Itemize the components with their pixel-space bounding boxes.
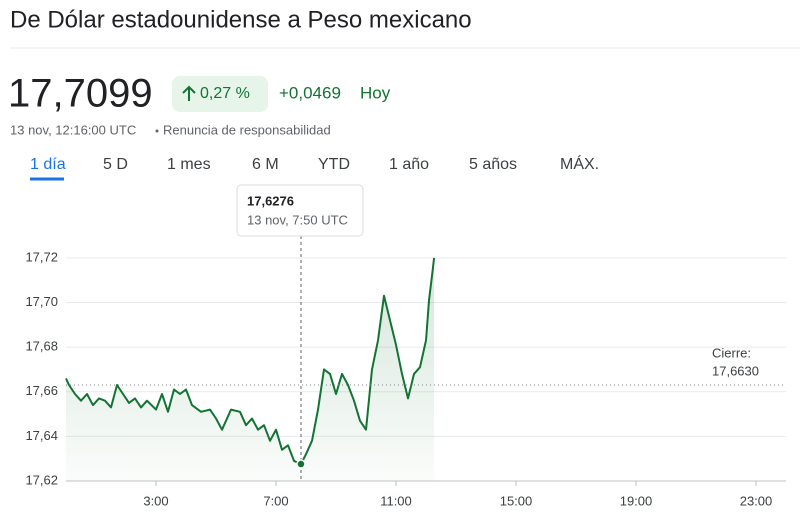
tab[interactable]: MÁX. bbox=[560, 154, 599, 173]
previous-close-label: Cierre: bbox=[712, 345, 751, 360]
tooltip-value: 17,6276 bbox=[247, 193, 294, 208]
y-tick-label: 17,62 bbox=[25, 472, 58, 487]
change-percent: 0,27 % bbox=[200, 85, 250, 102]
price-line bbox=[65, 257, 436, 465]
up-arrow bbox=[182, 85, 196, 101]
change-badge bbox=[172, 76, 268, 112]
y-tick-label: 17,66 bbox=[25, 383, 58, 398]
tab[interactable]: 1 año bbox=[389, 156, 429, 173]
separator-dot bbox=[155, 129, 159, 133]
tab[interactable]: 6 M bbox=[252, 156, 279, 173]
tab[interactable]: 1 mes bbox=[167, 156, 211, 173]
price: 17,7099 bbox=[8, 72, 153, 116]
tab[interactable]: 5 años bbox=[469, 156, 517, 173]
tooltip-box bbox=[236, 184, 364, 237]
previous-close-value: 17,6630 bbox=[712, 363, 759, 378]
timestamp: 13 nov, 12:16:00 UTC bbox=[10, 122, 136, 137]
disclaimer[interactable]: Renuncia de responsabilidad bbox=[163, 122, 331, 137]
y-tick-label: 17,70 bbox=[25, 294, 58, 309]
y-tick-label: 17,68 bbox=[25, 339, 58, 354]
x-tick-label: 11:00 bbox=[380, 493, 412, 508]
x-tick-label: 3:00 bbox=[143, 493, 168, 508]
area bbox=[66, 257, 435, 481]
x-tick-label: 7:00 bbox=[263, 493, 288, 508]
change-abs: +0,0469 bbox=[279, 83, 341, 102]
x-tick-label: 19:00 bbox=[620, 493, 653, 508]
tooltip-date: 13 nov, 7:50 UTC bbox=[247, 212, 348, 227]
change-period: Hoy bbox=[360, 83, 391, 102]
x-tick-label: 23:00 bbox=[740, 493, 773, 508]
tab[interactable]: 5 D bbox=[103, 156, 128, 173]
y-tick-label: 17,72 bbox=[25, 249, 58, 264]
title: De Dólar estadounidense a Peso mexicano bbox=[10, 6, 472, 33]
tab[interactable]: 1 día bbox=[30, 156, 66, 173]
hover-dot bbox=[296, 459, 306, 469]
x-tick-label: 15:00 bbox=[500, 493, 533, 508]
tab[interactable]: YTD bbox=[318, 156, 350, 173]
y-tick-label: 17,64 bbox=[25, 428, 58, 443]
